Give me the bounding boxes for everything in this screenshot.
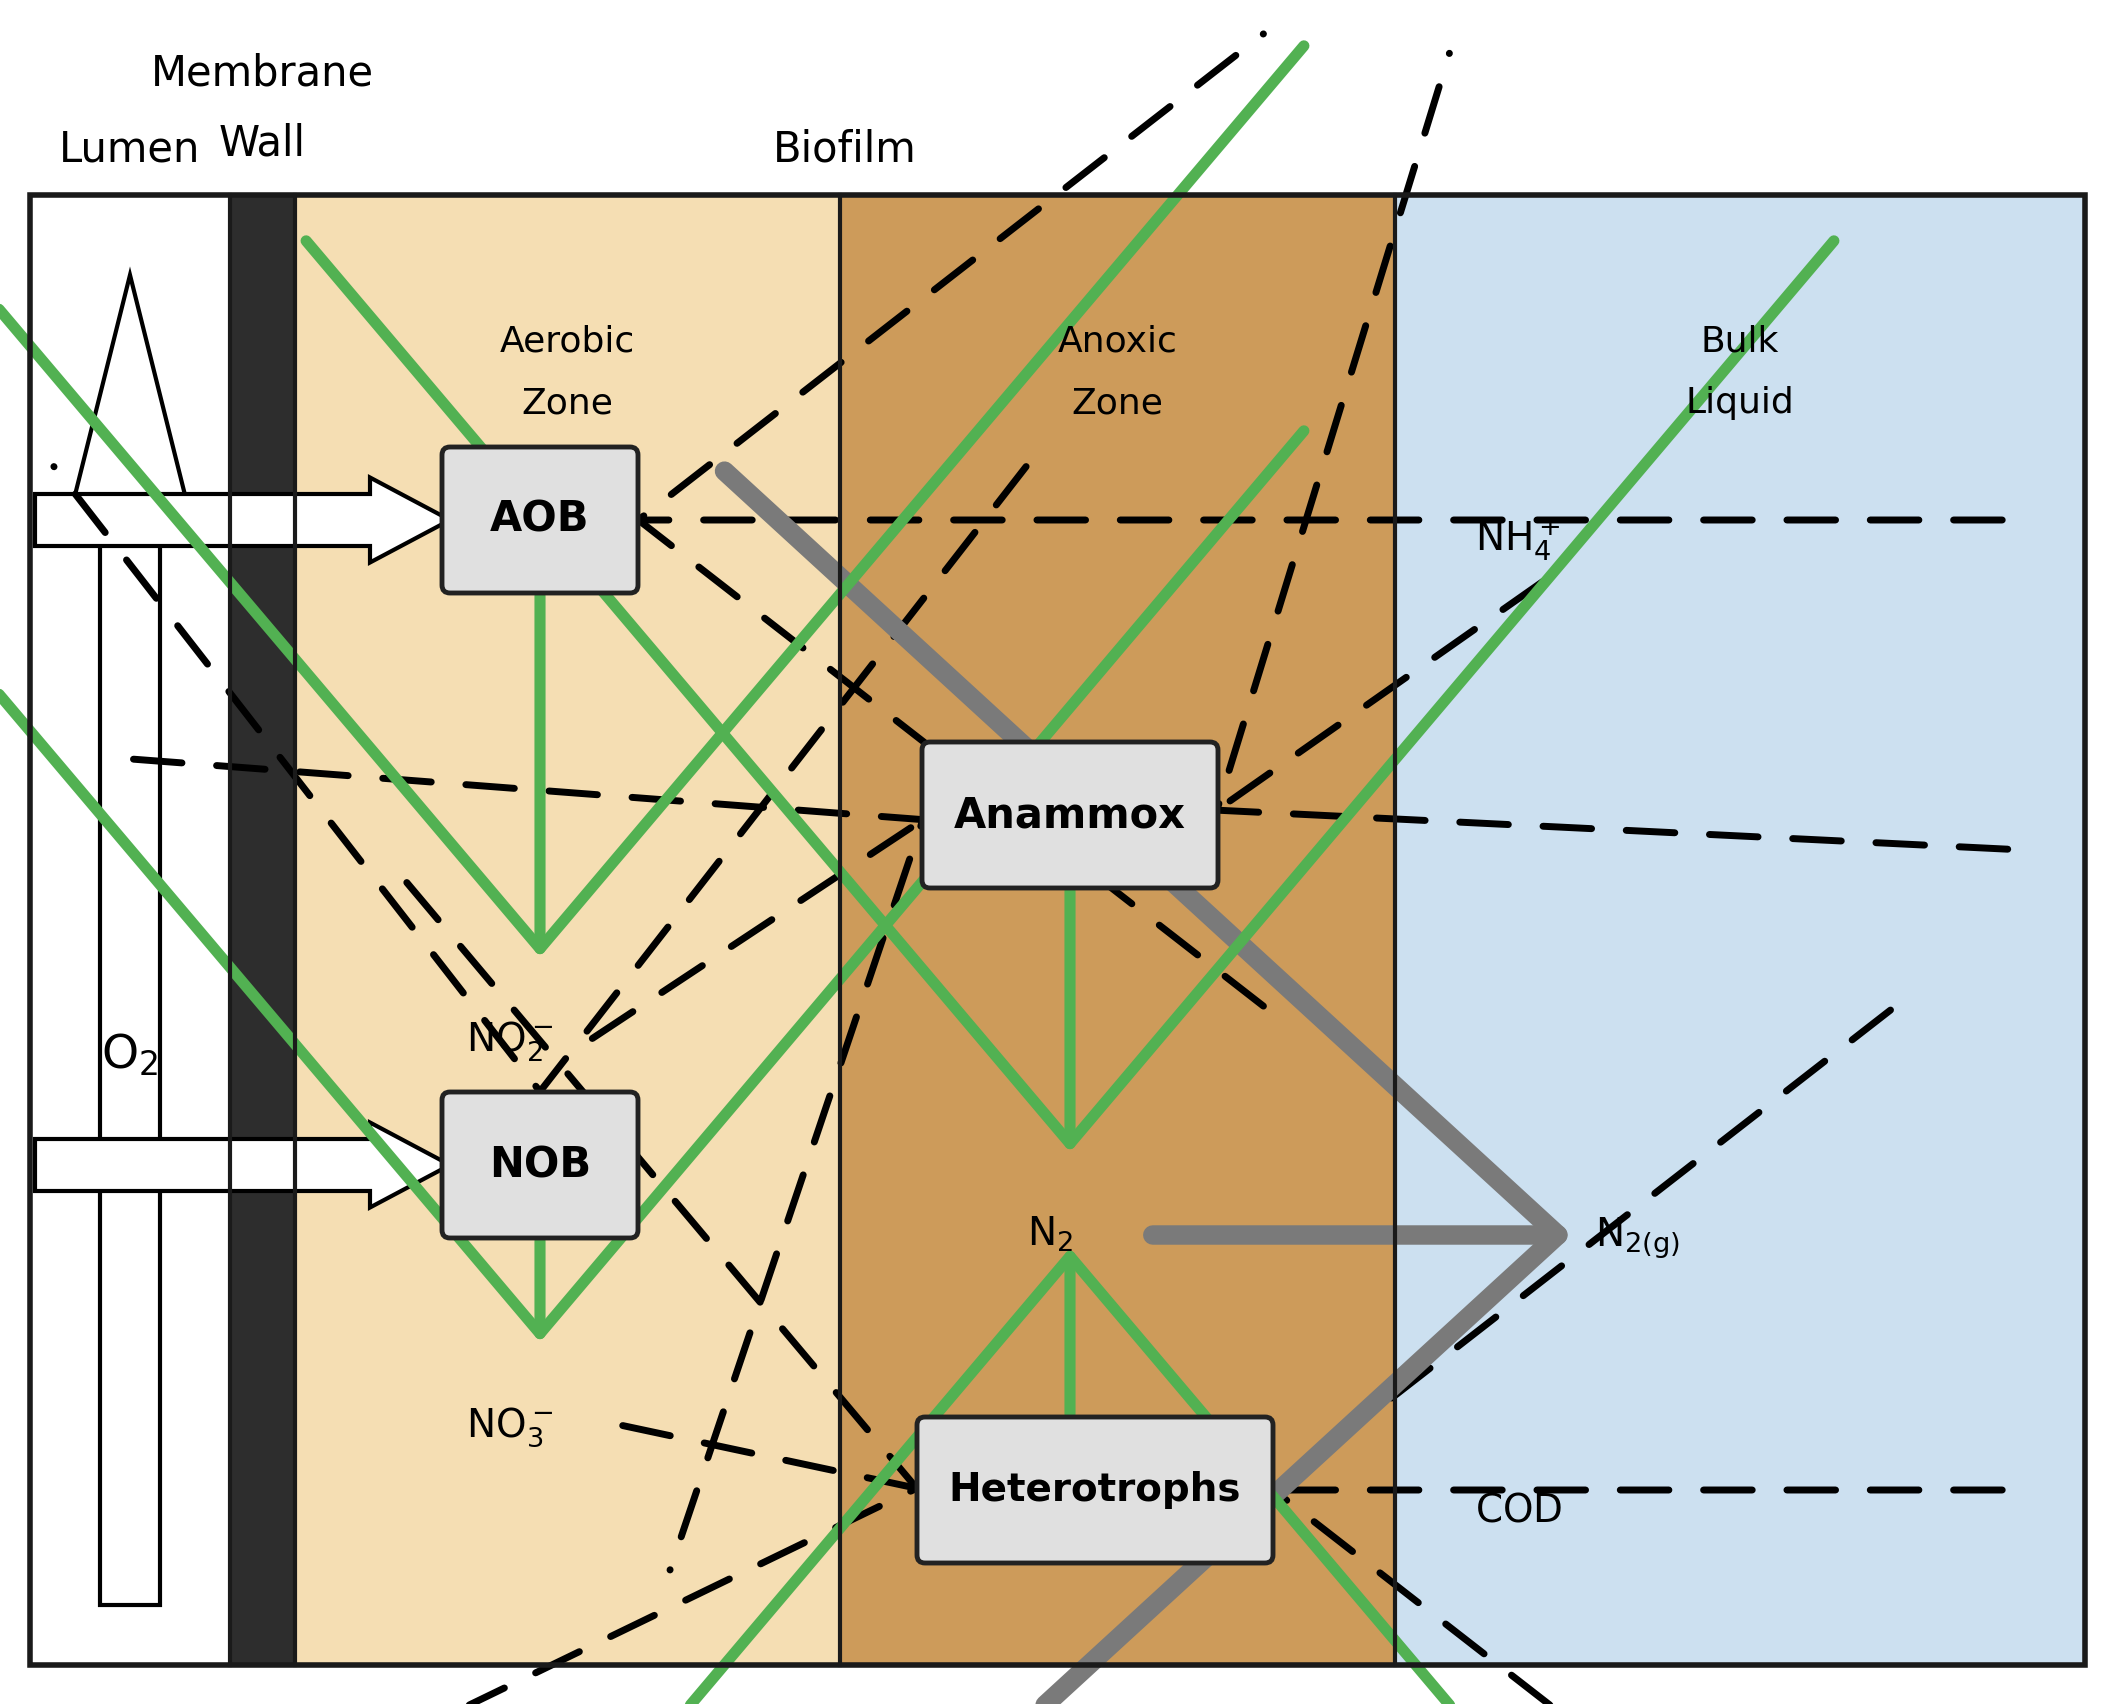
Text: $\mathrm{COD}$: $\mathrm{COD}$ <box>1475 1491 1562 1528</box>
Text: AOB: AOB <box>491 499 590 540</box>
Text: Membrane: Membrane <box>150 53 375 95</box>
Polygon shape <box>72 274 188 1605</box>
Bar <box>840 194 1394 1665</box>
Bar <box>1394 194 2084 1665</box>
Text: Heterotrophs: Heterotrophs <box>948 1471 1242 1510</box>
FancyBboxPatch shape <box>442 1092 639 1239</box>
Polygon shape <box>36 477 451 562</box>
Bar <box>30 194 2084 1665</box>
Text: Wall: Wall <box>218 123 307 165</box>
Text: Biofilm: Biofilm <box>772 128 916 170</box>
Text: Anoxic
Zone: Anoxic Zone <box>1058 325 1176 419</box>
Text: $\mathrm{O_2}$: $\mathrm{O_2}$ <box>102 1031 159 1079</box>
Text: $\mathrm{NO_2^-}$: $\mathrm{NO_2^-}$ <box>466 1021 554 1065</box>
FancyBboxPatch shape <box>916 1418 1274 1563</box>
Text: $\mathrm{N_{2(g)}}$: $\mathrm{N_{2(g)}}$ <box>1595 1215 1680 1261</box>
Bar <box>294 194 840 1665</box>
Bar <box>30 194 231 1665</box>
Polygon shape <box>36 1123 451 1208</box>
Bar <box>231 194 294 1665</box>
Text: Lumen: Lumen <box>59 128 201 170</box>
Text: Bulk
Liquid: Bulk Liquid <box>1686 325 1794 419</box>
FancyBboxPatch shape <box>442 446 639 593</box>
Text: $\mathrm{NH_4^+}$: $\mathrm{NH_4^+}$ <box>1475 516 1562 564</box>
Text: Aerobic
Zone: Aerobic Zone <box>499 325 635 419</box>
FancyBboxPatch shape <box>923 741 1219 888</box>
Text: $\mathrm{N_2}$: $\mathrm{N_2}$ <box>1026 1215 1073 1254</box>
Text: Anammox: Anammox <box>954 794 1185 837</box>
Text: NOB: NOB <box>489 1143 590 1186</box>
Text: $\mathrm{NO_3^-}$: $\mathrm{NO_3^-}$ <box>466 1406 554 1448</box>
